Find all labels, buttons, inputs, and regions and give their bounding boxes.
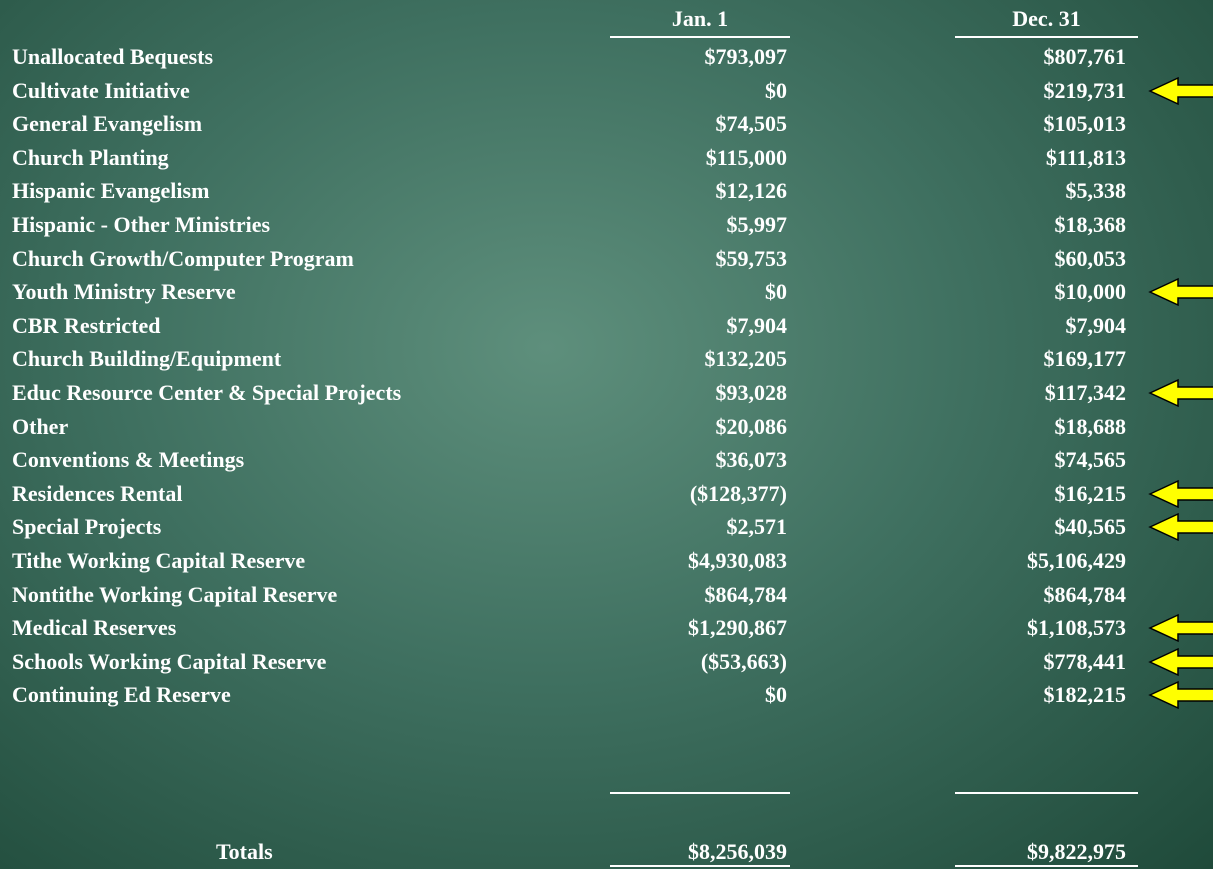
column-header: Jan. 1 bbox=[671, 6, 729, 31]
row-label: Hispanic Evangelism bbox=[12, 178, 210, 204]
jan-value: $74,505 bbox=[715, 111, 788, 137]
row-label: Special Projects bbox=[12, 514, 162, 540]
row-label: Schools Working Capital Reserve bbox=[12, 648, 327, 674]
dec-value: $169,177 bbox=[1043, 346, 1127, 372]
rule bbox=[610, 792, 790, 794]
dec-value: $18,368 bbox=[1054, 212, 1127, 237]
jan-value: $864,784 bbox=[704, 581, 788, 607]
row-label: Church Building/Equipment bbox=[12, 346, 282, 372]
arrow bbox=[1149, 77, 1213, 105]
jan-value: $7,904 bbox=[726, 312, 788, 338]
jan-value: $1,290,867 bbox=[688, 615, 787, 641]
row-label: General Evangelism bbox=[12, 111, 203, 137]
jan-value: $0 bbox=[765, 77, 787, 103]
dec-value: $18,688 bbox=[1054, 413, 1127, 439]
row-label: Hispanic - Other Ministries bbox=[12, 212, 271, 237]
dec-value: $105,013 bbox=[1043, 111, 1127, 137]
dec-value: $5,106,429 bbox=[1027, 548, 1126, 573]
jan-value: $115,000 bbox=[705, 144, 787, 170]
arrow bbox=[1149, 614, 1213, 642]
dec-value: $16,215 bbox=[1054, 480, 1127, 506]
dec-value: $10,000 bbox=[1054, 279, 1127, 305]
dec-value: $117,342 bbox=[1044, 380, 1126, 405]
dec-value: $5,338 bbox=[1065, 178, 1127, 204]
jan-value: $4,930,083 bbox=[688, 548, 787, 573]
rule bbox=[955, 792, 1138, 794]
dec-value: $778,441 bbox=[1043, 648, 1127, 674]
dec-value: $40,565 bbox=[1054, 514, 1127, 540]
dec-value: $219,731 bbox=[1043, 77, 1127, 103]
dec-value: $864,784 bbox=[1043, 581, 1127, 607]
jan-value: $793,097 bbox=[704, 44, 788, 69]
row-label: Church Planting bbox=[12, 144, 169, 170]
jan-value: $12,126 bbox=[715, 178, 788, 204]
dec-value: $807,761 bbox=[1043, 44, 1127, 69]
arrow bbox=[1149, 681, 1213, 709]
dec-value: $74,565 bbox=[1054, 447, 1127, 473]
row-label: Continuing Ed Reserve bbox=[12, 682, 231, 708]
arrow bbox=[1149, 480, 1213, 508]
row-label: Other bbox=[12, 413, 69, 439]
jan-value: ($128,377) bbox=[689, 480, 787, 506]
arrow bbox=[1149, 278, 1213, 306]
dec-value: $182,215 bbox=[1043, 682, 1127, 708]
jan-value: $93,028 bbox=[715, 380, 788, 405]
column-header: Dec. 31 bbox=[1012, 6, 1081, 31]
row-label: Nontithe Working Capital Reserve bbox=[12, 581, 338, 607]
rule bbox=[610, 865, 790, 867]
rule bbox=[955, 865, 1138, 867]
dec-value: $60,053 bbox=[1054, 245, 1127, 271]
jan-value: $5,997 bbox=[726, 212, 788, 237]
rule bbox=[955, 36, 1138, 38]
jan-value: ($53,663) bbox=[700, 648, 787, 674]
jan-value: $36,073 bbox=[715, 447, 788, 473]
row-label: Educ Resource Center & Special Projects bbox=[12, 380, 402, 405]
arrow bbox=[1149, 513, 1213, 541]
arrow bbox=[1149, 379, 1213, 407]
rule bbox=[610, 36, 790, 38]
row-label: Cultivate Initiative bbox=[12, 77, 190, 103]
dec-value: $7,904 bbox=[1065, 312, 1127, 338]
totals-jan: $8,256,039 bbox=[688, 839, 787, 864]
jan-value: $0 bbox=[765, 279, 787, 305]
row-label: Unallocated Bequests bbox=[12, 44, 214, 69]
row-label: Youth Ministry Reserve bbox=[12, 279, 236, 305]
row-label: Residences Rental bbox=[12, 480, 183, 506]
row-label: Church Growth/Computer Program bbox=[12, 245, 354, 271]
arrow bbox=[1149, 648, 1213, 676]
row-label: Medical Reserves bbox=[12, 615, 177, 641]
jan-value: $2,571 bbox=[726, 514, 788, 540]
row-label: CBR Restricted bbox=[12, 312, 161, 338]
row-label: Tithe Working Capital Reserve bbox=[12, 548, 306, 573]
totals-label: Totals bbox=[216, 839, 273, 864]
dec-value: $1,108,573 bbox=[1027, 615, 1126, 641]
jan-value: $132,205 bbox=[704, 346, 788, 372]
jan-value: $20,086 bbox=[715, 413, 788, 439]
row-label: Conventions & Meetings bbox=[12, 447, 245, 473]
dec-value: $111,813 bbox=[1045, 144, 1126, 170]
jan-value: $59,753 bbox=[715, 245, 788, 271]
jan-value: $0 bbox=[765, 682, 787, 708]
totals-dec: $9,822,975 bbox=[1027, 839, 1126, 864]
